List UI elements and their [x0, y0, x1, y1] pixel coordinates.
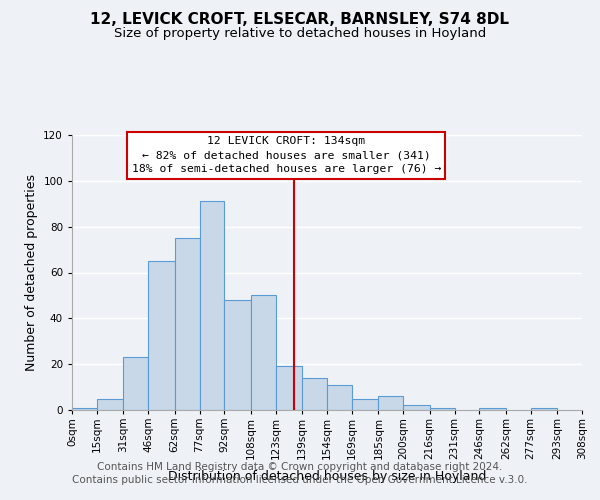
Text: 12 LEVICK CROFT: 134sqm
← 82% of detached houses are smaller (341)
18% of semi-d: 12 LEVICK CROFT: 134sqm ← 82% of detache…: [131, 136, 441, 174]
Bar: [124, 358, 148, 410]
Y-axis label: Number of detached properties: Number of detached properties: [25, 174, 38, 371]
Text: Contains HM Land Registry data © Crown copyright and database right 2024.: Contains HM Land Registry data © Crown c…: [97, 462, 503, 472]
Bar: [327, 385, 352, 410]
Bar: [97, 398, 124, 410]
Text: Size of property relative to detached houses in Hoyland: Size of property relative to detached ho…: [114, 28, 486, 40]
Bar: [352, 398, 379, 410]
Bar: [302, 378, 327, 410]
Bar: [224, 300, 251, 410]
Bar: [379, 396, 403, 410]
Bar: [199, 202, 224, 410]
Bar: [479, 408, 506, 410]
Bar: [72, 408, 97, 410]
Text: Contains public sector information licensed under the Open Government Licence v.: Contains public sector information licen…: [72, 475, 528, 485]
Bar: [530, 408, 557, 410]
Bar: [175, 238, 199, 410]
Bar: [148, 261, 175, 410]
Bar: [275, 366, 302, 410]
Bar: [251, 296, 275, 410]
Bar: [430, 408, 455, 410]
Bar: [403, 406, 430, 410]
Text: 12, LEVICK CROFT, ELSECAR, BARNSLEY, S74 8DL: 12, LEVICK CROFT, ELSECAR, BARNSLEY, S74…: [91, 12, 509, 28]
X-axis label: Distribution of detached houses by size in Hoyland: Distribution of detached houses by size …: [168, 470, 486, 483]
